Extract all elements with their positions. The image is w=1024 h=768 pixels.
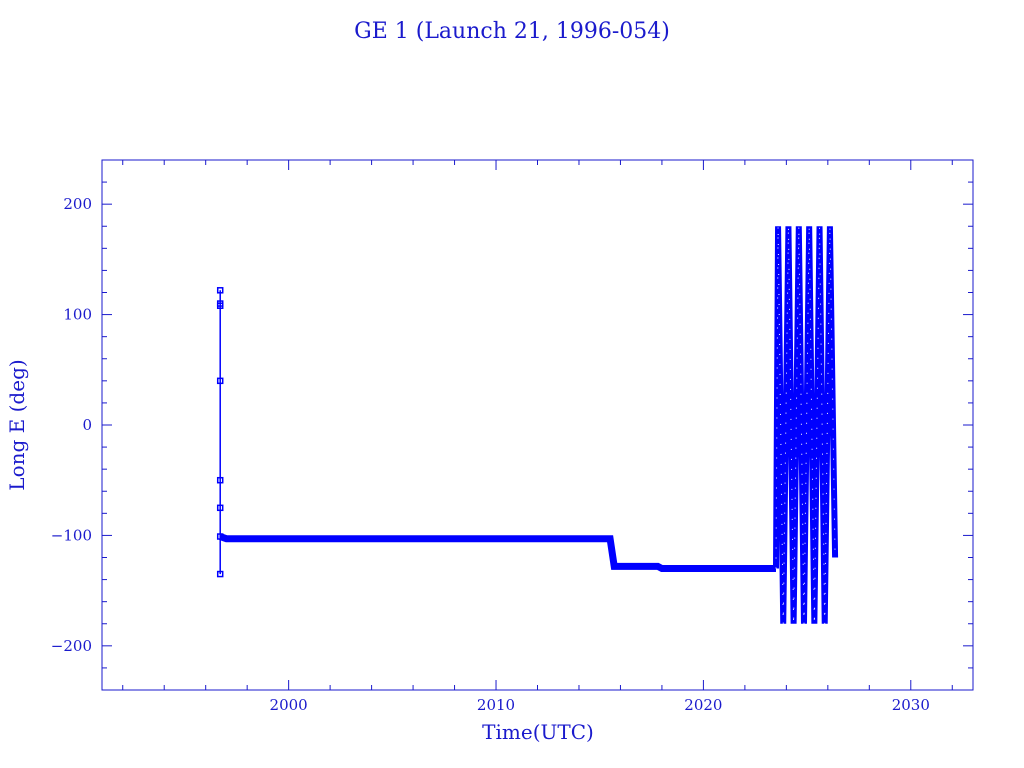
series-point	[216, 504, 224, 512]
y-tick-label: 200	[63, 195, 92, 213]
y-tick-label: 100	[63, 306, 92, 324]
series-point	[216, 377, 224, 385]
y-axis-label: Long E (deg)	[5, 359, 29, 490]
y-tick-label: −200	[51, 637, 92, 655]
x-tick-label: 2030	[892, 696, 930, 714]
x-tick-label: 2010	[477, 696, 515, 714]
series-point	[216, 570, 224, 578]
series-point	[216, 476, 224, 484]
series-station-line	[219, 533, 776, 573]
x-axis-label: Time(UTC)	[482, 720, 594, 744]
series-drift-line	[772, 226, 839, 624]
x-tick-label: 2020	[684, 696, 722, 714]
y-tick-label: 0	[82, 416, 92, 434]
series-drift-markers	[775, 226, 836, 624]
series-point	[216, 300, 224, 307]
series-point	[216, 287, 224, 294]
series-layer	[216, 226, 839, 624]
plot-frame	[101, 159, 974, 691]
chart-title: GE 1 (Launch 21, 1996-054)	[354, 19, 670, 44]
axis-tick-labels: 2000 2010 2020 2030 −200 −100 0 100 200	[51, 195, 930, 714]
y-tick-label: −100	[51, 526, 92, 544]
axis-ticks	[102, 159, 973, 691]
x-tick-label: 2000	[270, 696, 308, 714]
